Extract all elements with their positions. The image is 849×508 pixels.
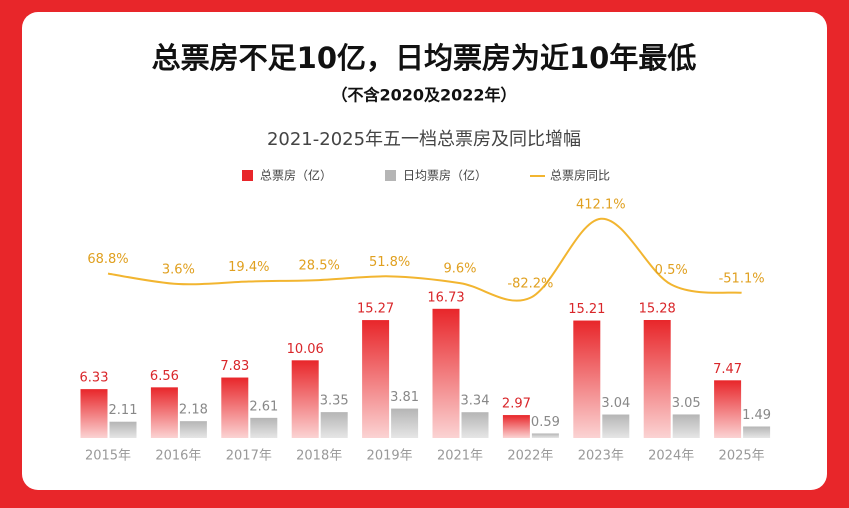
bar [602,414,630,438]
x-tick-label: 2016年 [155,449,201,464]
x-tick-label: 2015年 [85,449,131,464]
data-label: 3.34 [461,394,490,409]
x-tick-label: 2021年 [437,449,483,464]
bar [672,414,700,438]
data-label: 2.61 [249,399,278,414]
bar [531,433,559,438]
data-label: 10.06 [287,342,324,357]
title: 总票房不足10亿，日均票房为近10年最低 [152,41,697,75]
x-tick-label: 2024年 [648,449,694,464]
x-tick-label: 2018年 [296,449,342,464]
data-label: 6.33 [80,371,109,386]
data-label: 6.56 [150,369,179,384]
data-label: 19.4% [228,260,269,275]
bar [391,408,419,438]
data-label: 412.1% [576,197,626,212]
card [22,12,827,490]
x-tick-label: 2023年 [578,449,624,464]
bar [362,320,390,438]
data-label: -51.1% [719,271,765,286]
data-label: 0.5% [655,263,688,278]
legend-swatch [385,170,396,181]
x-tick-label: 2025年 [719,449,765,464]
data-label: 3.81 [390,390,419,405]
data-label: 15.28 [639,302,676,317]
bar [80,389,108,438]
bar [320,412,348,438]
legend-label: 总票房同比 [550,168,610,183]
data-label: 68.8% [87,252,128,267]
data-label: 3.05 [672,396,701,411]
subtitle: （不含2020及2022年） [331,86,516,105]
data-label: 3.35 [320,394,349,409]
data-label: 3.04 [601,396,630,411]
bar [432,308,460,438]
x-tick-label: 2019年 [367,449,413,464]
data-label: 51.8% [369,255,410,270]
legend-label: 日均票房（亿） [403,168,487,183]
data-label: 1.49 [742,408,771,423]
data-label: 0.59 [531,415,560,430]
bar [743,426,771,438]
bar [109,421,137,438]
x-tick-label: 2017年 [226,449,272,464]
chart-title: 2021-2025年五一档总票房及同比增幅 [267,129,581,150]
bar [573,320,601,438]
data-label: 3.6% [162,263,195,278]
line [107,217,742,302]
bar [502,415,530,438]
data-label: 16.73 [427,290,464,305]
data-label: 2.18 [179,403,208,418]
bar [461,412,489,438]
legend-label: 总票房（亿） [260,168,332,183]
data-label: 2.97 [502,397,531,412]
data-label: 7.47 [713,362,742,377]
bar [714,380,742,438]
bar [250,417,278,438]
data-label: 9.6% [443,262,476,277]
bar [221,377,249,438]
bar [643,320,671,438]
data-label: 15.27 [357,302,394,317]
bar [179,421,207,438]
data-label: 28.5% [299,259,340,274]
data-label: -82.2% [507,276,553,291]
x-tick-label: 2022年 [507,449,553,464]
legend-swatch [242,170,253,181]
data-label: 7.83 [220,359,249,374]
data-label: 2.11 [109,403,138,418]
bar [291,360,319,438]
data-label: 15.21 [568,302,605,317]
bar [150,387,178,438]
